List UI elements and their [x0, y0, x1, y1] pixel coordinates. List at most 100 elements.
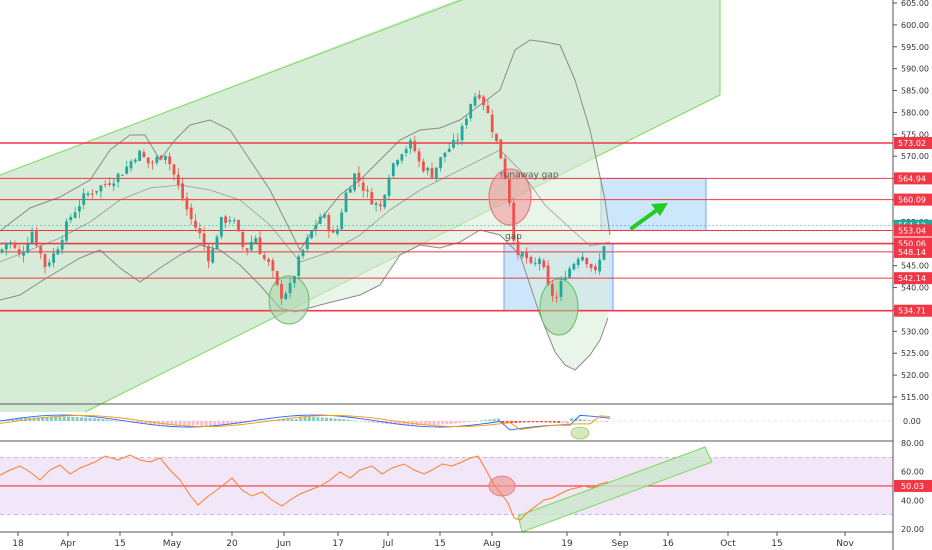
candle-body — [284, 293, 288, 300]
annotation-1: gap — [505, 232, 522, 242]
candle-body — [172, 164, 176, 175]
candle-body — [185, 197, 189, 210]
macd-bar — [307, 416, 311, 421]
macd-bar — [217, 421, 221, 426]
highlight-ellipse-august — [539, 278, 579, 336]
macd-bar — [204, 421, 208, 427]
candle-body — [129, 161, 133, 169]
candle-body — [323, 214, 326, 218]
candle-body — [69, 216, 73, 221]
rsi-tick-label: 80.00 — [901, 439, 924, 448]
macd-bar — [398, 421, 402, 425]
macd-pane[interactable] — [0, 403, 893, 440]
candle-body — [310, 230, 313, 239]
macd-bar — [191, 421, 195, 426]
macd-bar — [557, 421, 561, 423]
macd-bar — [458, 421, 462, 423]
macd-bar — [419, 421, 423, 426]
candle-body — [215, 236, 219, 250]
macd-bar — [144, 421, 148, 424]
candle-body — [331, 230, 335, 233]
macd-bar — [428, 421, 432, 426]
macd-bar — [462, 421, 466, 423]
candle-body — [555, 296, 559, 298]
macd-bar — [234, 421, 238, 424]
candle-body — [533, 263, 537, 265]
macd-bar — [535, 421, 539, 423]
candle-body — [17, 249, 21, 255]
macd-bar — [88, 417, 92, 421]
candle-body — [426, 167, 430, 171]
candle-body — [520, 252, 524, 257]
rsi-tick-label: 20.00 — [901, 525, 924, 534]
rsi-highlight-ellipse — [488, 475, 516, 497]
candle-body — [508, 179, 511, 203]
price-label-box — [894, 304, 932, 317]
macd-bar — [595, 421, 599, 422]
price-label: 542.14 — [898, 274, 926, 283]
candle-body — [4, 242, 8, 250]
candle-body — [125, 166, 129, 174]
price-pane[interactable]: runaway gap gap — [0, 0, 893, 413]
macd-bar — [251, 421, 255, 422]
y-tick-label: 515.00 — [901, 393, 929, 402]
candle-body — [43, 254, 47, 268]
macd-bar — [230, 421, 234, 425]
candle-body — [293, 276, 296, 283]
candle-body — [47, 262, 51, 266]
macd-bar — [548, 421, 552, 423]
candle-body — [585, 257, 589, 265]
candle-body — [262, 255, 266, 260]
price-label: 534.71 — [898, 307, 926, 316]
macd-bar — [604, 421, 608, 423]
candle-body — [370, 192, 374, 205]
macd-bar — [501, 421, 505, 424]
candle-body — [336, 229, 339, 234]
macd-bar — [36, 417, 40, 421]
macd-bar — [221, 421, 225, 426]
macd-bar — [165, 421, 169, 426]
macd-bar — [497, 418, 500, 421]
macd-bar — [260, 420, 264, 422]
macd-bar — [84, 417, 88, 421]
candle-body — [422, 161, 425, 172]
candle-body — [594, 266, 597, 271]
macd-bar — [110, 420, 113, 421]
price-label-box — [894, 272, 932, 285]
candle-body — [361, 182, 365, 191]
candle-body — [78, 206, 81, 212]
candle-body — [503, 158, 507, 180]
candle-body — [22, 252, 25, 256]
macd-bar — [359, 421, 363, 422]
candle-body — [202, 233, 206, 246]
candle-body — [219, 216, 223, 237]
candle-body — [525, 251, 528, 259]
macd-bar — [135, 421, 139, 423]
macd-bar — [368, 421, 371, 423]
rsi-pane[interactable] — [0, 440, 893, 533]
candle-body — [576, 258, 580, 266]
candle-body — [348, 188, 352, 193]
rsi-tick-label: 40.00 — [901, 496, 924, 505]
macd-bar — [316, 417, 320, 421]
candle-body — [486, 105, 490, 114]
macd-bar — [187, 421, 191, 426]
macd-bar — [62, 416, 66, 421]
macd-bar — [79, 417, 83, 421]
candle-body — [133, 159, 137, 162]
candle-body — [439, 157, 442, 169]
x-tick-label: Aug — [483, 539, 501, 549]
y-tick-label: 595.00 — [901, 43, 929, 52]
y-tick-label: 580.00 — [901, 108, 929, 117]
macd-bar — [432, 421, 436, 426]
arrow-head — [651, 203, 668, 216]
macd-bar — [509, 421, 513, 424]
y-tick-label: 600.00 — [901, 21, 929, 30]
rsi-value-box — [894, 479, 932, 492]
price-label: 564.94 — [898, 174, 926, 183]
macd-bar — [488, 419, 492, 421]
y-axis: 605.00 600.00 595.00 590.00 585.00 580.00 575.… — [892, 0, 932, 550]
candle-body — [387, 177, 391, 196]
macd-bar — [492, 419, 496, 421]
